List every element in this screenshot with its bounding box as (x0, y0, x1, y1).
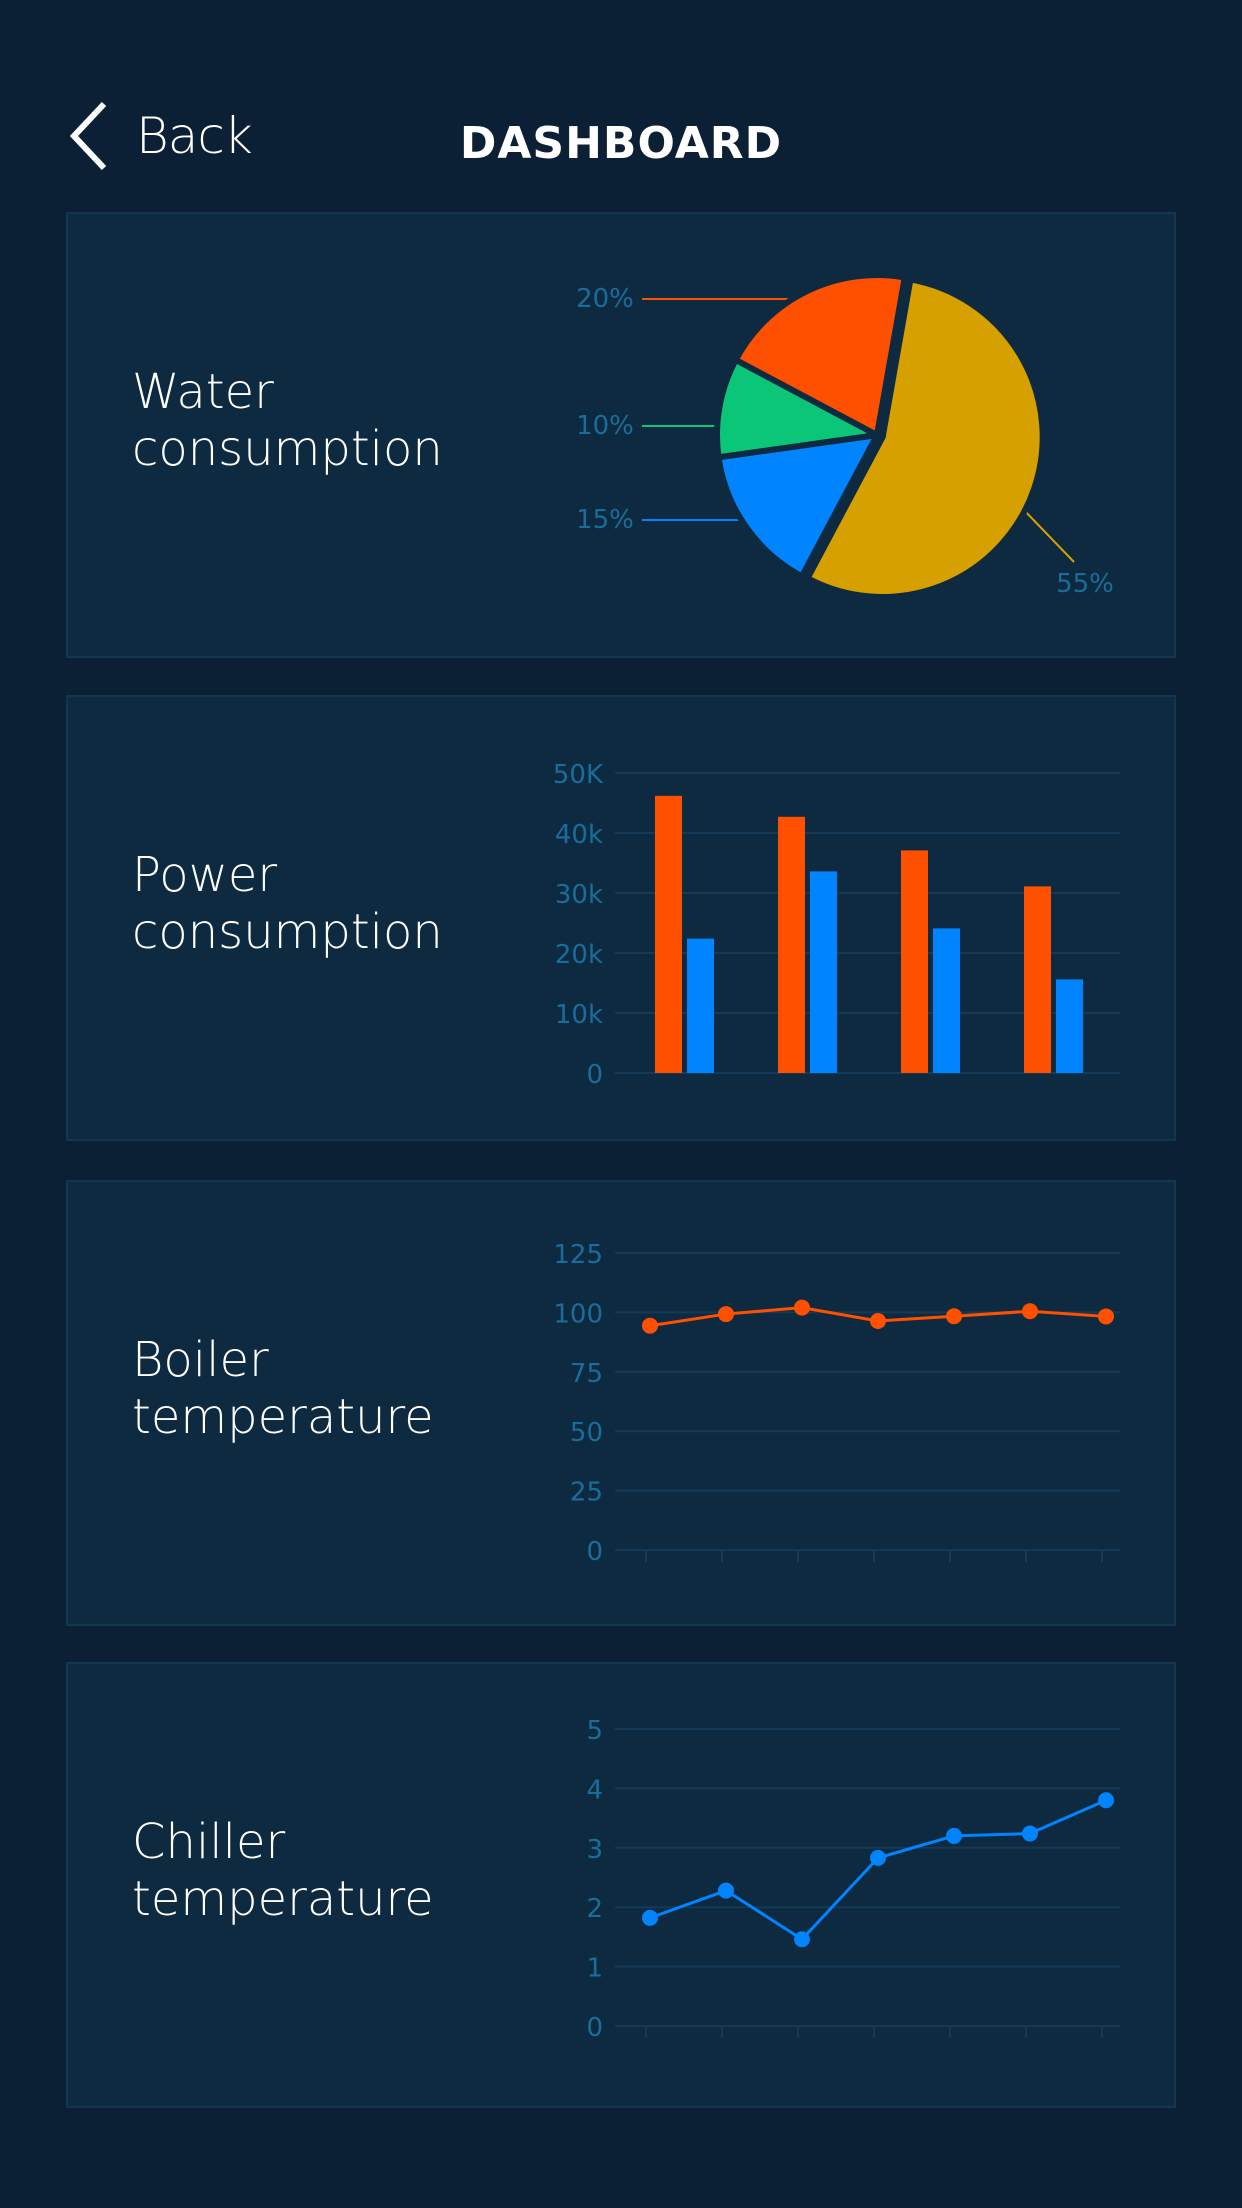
pie-slice (803, 275, 1046, 600)
bar-ytick-label: 40k (555, 820, 603, 850)
boiler-data-point (642, 1317, 658, 1334)
chiller-series-line (649, 1798, 1107, 1942)
boiler-ytick-label: 50 (570, 1418, 603, 1448)
chiller-ytick-label: 2 (586, 1894, 603, 1924)
pie-slice (731, 272, 909, 440)
chiller-data-point (946, 1827, 962, 1844)
boiler-ytick-label: 0 (586, 1537, 603, 1567)
chevron-left-icon (69, 101, 107, 171)
chiller-ytick-label: 4 (586, 1775, 603, 1805)
back-button[interactable]: Back (68, 100, 253, 172)
bar-series-blue (1056, 979, 1083, 1073)
boiler-ytick-label: 100 (553, 1299, 603, 1329)
boiler-ytick-label: 25 (570, 1478, 603, 1508)
card-title-line1: Boiler (132, 1332, 269, 1388)
card-title: Boiler temperature (132, 1332, 434, 1446)
boiler-ytick-label: 125 (553, 1240, 603, 1270)
chiller-temperature-card: Chiller temperature (66, 1662, 1176, 2108)
chiller-data-point (1022, 1825, 1038, 1842)
pie-label: 55% (1056, 569, 1114, 599)
bar-ytick-label: 30k (555, 880, 603, 910)
bar-series-orange (778, 816, 805, 1073)
boiler-ytick-label: 75 (570, 1359, 603, 1389)
card-title-line2: temperature (132, 1389, 434, 1445)
card-title-line2: temperature (132, 1871, 434, 1927)
boiler-data-point (870, 1312, 886, 1329)
bar-ytick-label: 10k (555, 1000, 603, 1030)
header: Back DASHBOARD (0, 0, 1242, 210)
pie-slice (715, 431, 883, 581)
card-title: Power consumption (132, 847, 443, 961)
back-label: Back (136, 107, 253, 165)
card-title-line1: Power (132, 847, 278, 903)
chiller-ytick-label: 0 (586, 2013, 603, 2043)
bar-series-blue (810, 871, 837, 1073)
pie-label: 15% (576, 505, 634, 535)
bar-ytick-label: 0 (586, 1060, 603, 1090)
card-title-line1: Chiller (132, 1814, 286, 1870)
card-title-line1: Water (132, 364, 274, 420)
bar-ytick-label: 20k (555, 940, 603, 970)
bar-series-blue (687, 938, 714, 1073)
bar-ytick-label: 50K (553, 760, 604, 790)
boiler-temperature-card: Boiler temperature (66, 1180, 1176, 1626)
boiler-data-point (718, 1306, 734, 1323)
pie-label: 20% (576, 284, 634, 314)
chiller-data-point (718, 1882, 734, 1899)
pie-label: 10% (576, 411, 634, 441)
chiller-data-point (642, 1909, 658, 1926)
pie-slice (714, 355, 887, 461)
boiler-data-point (1022, 1303, 1038, 1320)
chiller-ytick-label: 1 (586, 1954, 603, 1984)
power-consumption-card: Power consumption (66, 695, 1176, 1141)
card-title: Chiller temperature (132, 1814, 434, 1928)
chiller-ytick-label: 3 (586, 1835, 603, 1865)
boiler-data-point (794, 1299, 810, 1316)
boiler-data-point (946, 1308, 962, 1325)
bar-series-orange (901, 850, 928, 1073)
page-title: DASHBOARD (459, 118, 783, 169)
bar-series-orange (1024, 886, 1051, 1073)
card-title-line2: consumption (132, 904, 443, 960)
chiller-data-point (794, 1931, 810, 1948)
bar-series-blue (933, 928, 960, 1073)
chiller-data-point (870, 1849, 886, 1866)
card-title: Water consumption (132, 364, 443, 478)
boiler-data-point (1098, 1308, 1114, 1325)
bar-series-orange (655, 795, 682, 1073)
pie-leader-line (1021, 507, 1075, 563)
chiller-ytick-label: 5 (586, 1716, 603, 1746)
chiller-data-point (1098, 1792, 1114, 1809)
card-title-line2: consumption (132, 421, 443, 477)
